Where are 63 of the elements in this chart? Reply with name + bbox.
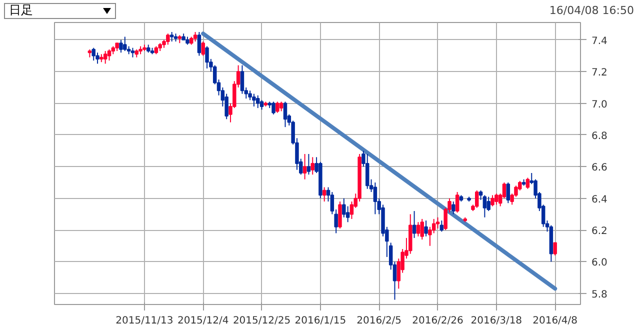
candlestick — [302, 153, 307, 180]
candlestick — [123, 36, 127, 52]
candlestick — [119, 39, 123, 54]
candlestick — [310, 156, 314, 176]
text: 日足 — [4, 2, 116, 19]
candlestick — [283, 101, 288, 128]
y-tick-label: 5.8 — [592, 289, 608, 300]
candlestick — [201, 41, 205, 56]
candlestick — [197, 32, 202, 56]
candlestick — [338, 201, 342, 229]
x-tick-label: 2015/12/4 — [177, 316, 229, 326]
candlestick — [276, 101, 280, 114]
candlestick — [103, 50, 108, 64]
candlestick — [440, 220, 444, 232]
candlestick — [553, 242, 557, 256]
candlestick — [205, 46, 209, 69]
candlestick — [455, 192, 460, 214]
candlestick — [260, 100, 264, 110]
candlestick — [256, 94, 260, 109]
y-tick-label: 6.4 — [592, 194, 608, 206]
y-tick-label: 6.2 — [592, 226, 608, 238]
x-tick-label: 2015/11/13 — [116, 316, 174, 326]
candlestick — [452, 201, 456, 215]
candlestick — [373, 182, 378, 215]
candlestick — [240, 64, 244, 94]
candlestick — [494, 193, 498, 206]
y-tick-label: 7.4 — [592, 36, 608, 47]
x-tick-label: 2016/1/15 — [294, 316, 346, 326]
candlestick — [506, 182, 510, 204]
candlestick — [107, 48, 112, 62]
y-tick-label: 7.0 — [592, 99, 608, 110]
candlestick — [436, 216, 440, 229]
candlestick — [272, 101, 276, 115]
x-tick-label: 2016/2/5 — [356, 316, 402, 326]
candlestick — [193, 32, 198, 42]
candlestick — [342, 198, 346, 218]
candlestick — [166, 33, 170, 46]
y-tick-label: 6.6 — [592, 162, 608, 174]
x-tick-label: 2015/12/25 — [232, 316, 291, 326]
candlestick — [92, 47, 96, 62]
candlestick — [279, 101, 284, 112]
candlestick — [412, 210, 416, 238]
candlestick — [170, 32, 174, 42]
candlestick — [252, 93, 256, 107]
x-tick-label: 2016/3/18 — [470, 316, 522, 326]
candlestick — [322, 186, 326, 202]
candlestick — [96, 52, 100, 64]
candlestick — [490, 194, 494, 207]
candlestick — [482, 194, 487, 218]
candlestick — [474, 190, 479, 208]
candlestick — [306, 153, 311, 176]
x-tick-label: 2016/4/8 — [532, 316, 578, 326]
y-tick-label: 6.0 — [592, 258, 608, 269]
candlestick — [526, 177, 530, 190]
candlestick — [424, 220, 428, 237]
text: 16/04/08 16:50 — [549, 3, 634, 19]
x-tick-label: 2016/2/26 — [412, 316, 464, 326]
candlestick — [130, 47, 135, 58]
y-tick-label: 6.8 — [592, 130, 608, 142]
candlestick — [416, 222, 420, 237]
candlestick — [365, 153, 370, 190]
y-tick-label: 7.2 — [592, 68, 608, 79]
candlestick — [420, 218, 424, 240]
